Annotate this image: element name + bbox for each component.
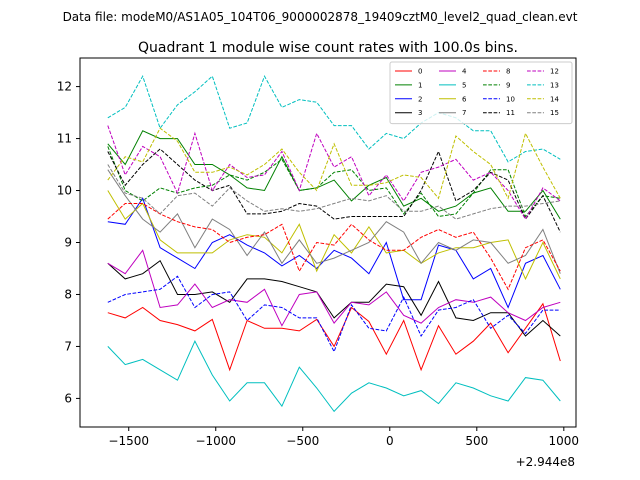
series-line-6 <box>107 190 561 281</box>
series-line-7 <box>107 169 561 274</box>
x-tick-label: −500 <box>286 434 319 448</box>
series-line-14 <box>107 127 561 200</box>
x-axis: −1500 −1000 −500 0 500 1000 <box>108 427 579 448</box>
series-line-11 <box>107 148 561 233</box>
chart-title: Quadrant 1 module wise count rates with … <box>138 40 518 56</box>
y-tick-label: 11 <box>57 132 72 146</box>
legend-label-1: 1 <box>418 81 422 89</box>
series-line-8 <box>107 203 561 291</box>
series-line-9 <box>107 146 561 218</box>
y-tick-label: 9 <box>64 236 72 250</box>
series-line-10 <box>107 275 561 353</box>
y-tick-label: 7 <box>64 339 72 353</box>
series-line-1 <box>107 130 561 220</box>
legend-label-2: 2 <box>418 95 422 103</box>
series-line-15 <box>107 164 561 220</box>
legend-frame <box>389 61 573 125</box>
legend-label-8: 8 <box>506 68 510 76</box>
legend-label-6: 6 <box>462 95 467 103</box>
figure-suptitle: Data file: modeM0/AS1A05_104T06_90000028… <box>63 10 578 24</box>
legend-label-11: 11 <box>506 109 515 117</box>
legend-label-5: 5 <box>462 81 466 89</box>
legend-label-12: 12 <box>550 68 559 76</box>
x-tick-label: 1000 <box>549 434 580 448</box>
x-tick-label: 0 <box>386 434 394 448</box>
series-line-0 <box>107 302 561 372</box>
y-tick-label: 12 <box>57 80 72 94</box>
x-offset-label: +2.944e8 <box>516 455 575 469</box>
series-layer <box>107 74 561 413</box>
x-tick-label: −1000 <box>195 434 236 448</box>
y-tick-label: 6 <box>64 391 72 405</box>
x-tick-label: −1500 <box>108 434 149 448</box>
series-line-5 <box>107 340 561 413</box>
legend-label-15: 15 <box>550 109 559 117</box>
legend-label-3: 3 <box>418 109 422 117</box>
y-tick-label: 8 <box>64 287 72 301</box>
y-tick-label: 10 <box>57 184 72 198</box>
legend-label-7: 7 <box>462 109 466 117</box>
series-line-4 <box>107 249 561 327</box>
legend-label-0: 0 <box>418 68 422 76</box>
y-axis: 6 7 8 9 10 11 12 <box>57 80 80 405</box>
series-line-12 <box>107 125 561 221</box>
legend-label-13: 13 <box>550 81 559 89</box>
x-tick-label: 500 <box>465 434 488 448</box>
series-line-13 <box>107 74 561 163</box>
legend-label-14: 14 <box>550 95 559 103</box>
series-line-3 <box>107 259 561 337</box>
series-line-2 <box>107 197 561 309</box>
legend-label-9: 9 <box>506 81 510 89</box>
legend-label-4: 4 <box>462 68 467 76</box>
legend-label-10: 10 <box>506 95 515 103</box>
